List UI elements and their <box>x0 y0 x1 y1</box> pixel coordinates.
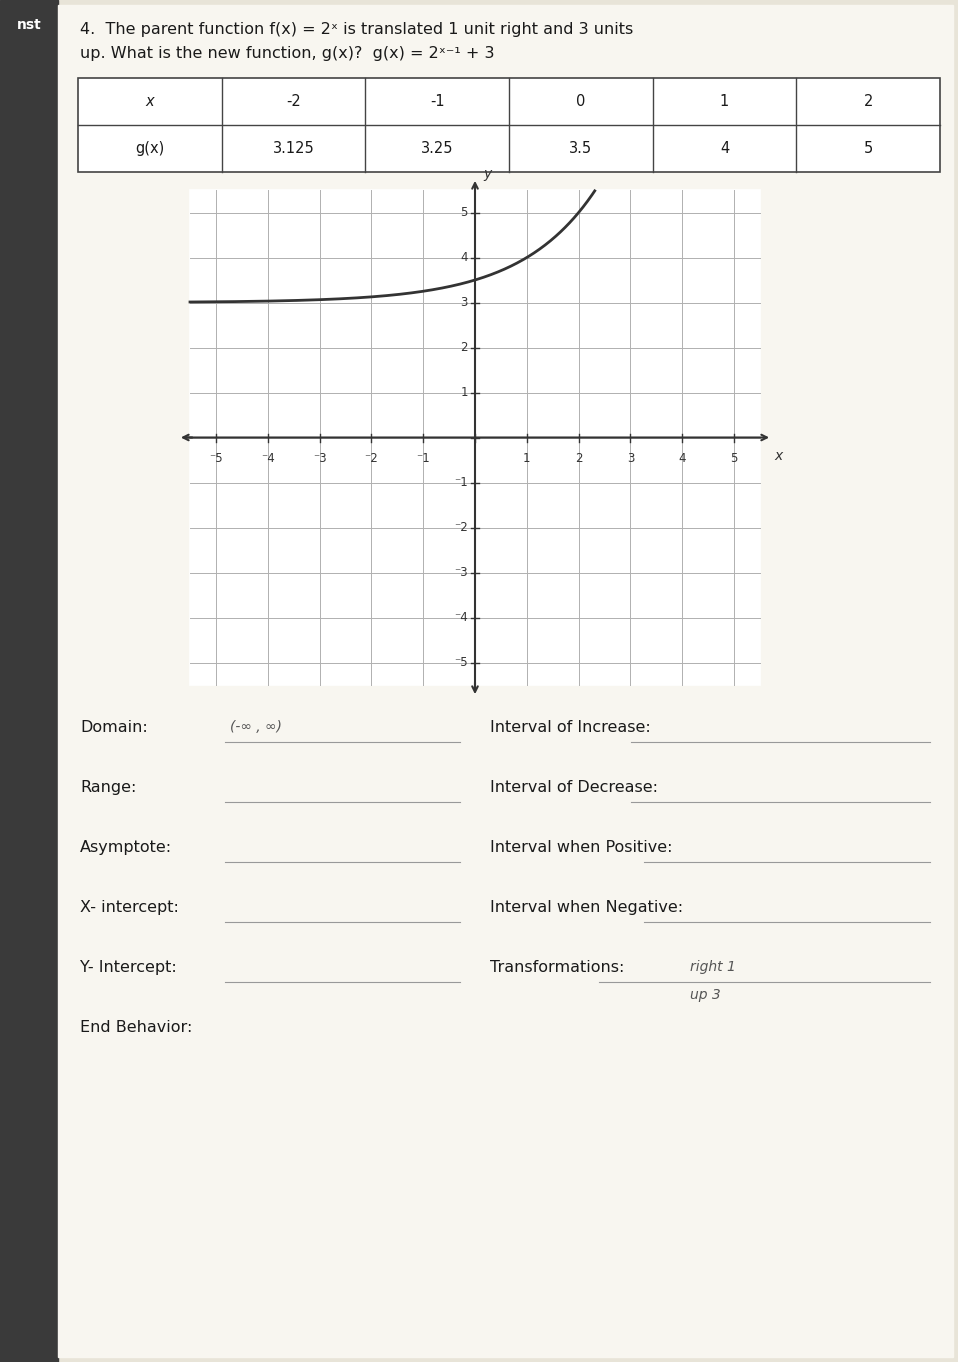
Text: Range:: Range: <box>80 780 136 795</box>
Text: End Behavior:: End Behavior: <box>80 1020 193 1035</box>
Text: Domain:: Domain: <box>80 720 148 735</box>
Text: 3: 3 <box>627 451 634 464</box>
Text: ⁻1: ⁻1 <box>454 475 468 489</box>
Bar <box>0 0 58 1362</box>
Text: 2: 2 <box>461 340 468 354</box>
Text: 5: 5 <box>730 451 738 464</box>
Text: ⁻3: ⁻3 <box>312 451 327 464</box>
Text: 4.  The parent function f(x) = 2ˣ is translated 1 unit right and 3 units: 4. The parent function f(x) = 2ˣ is tran… <box>80 22 633 37</box>
Text: 3.5: 3.5 <box>569 142 592 157</box>
Text: Y- Intercept:: Y- Intercept: <box>80 960 176 975</box>
Text: 2: 2 <box>863 94 873 109</box>
Text: ⁻5: ⁻5 <box>454 656 468 669</box>
Text: ⁻4: ⁻4 <box>261 451 275 464</box>
Text: Interval of Decrease:: Interval of Decrease: <box>490 780 658 795</box>
Text: 0: 0 <box>576 94 585 109</box>
Text: x: x <box>146 94 154 109</box>
Text: 1: 1 <box>719 94 729 109</box>
Text: 4: 4 <box>678 451 686 464</box>
Text: y: y <box>483 168 491 181</box>
Text: X- intercept:: X- intercept: <box>80 900 179 915</box>
Text: 3: 3 <box>461 296 468 309</box>
Bar <box>190 191 760 685</box>
Text: up. What is the new function, g(x)?  g(x) = 2ˣ⁻¹ + 3: up. What is the new function, g(x)? g(x)… <box>80 46 494 61</box>
Text: 3.25: 3.25 <box>421 142 453 157</box>
Text: 1: 1 <box>461 385 468 399</box>
Text: -2: -2 <box>286 94 301 109</box>
Text: ⁻1: ⁻1 <box>417 451 430 464</box>
Text: 4: 4 <box>461 251 468 264</box>
Text: 1: 1 <box>523 451 531 464</box>
Text: Transformations:: Transformations: <box>490 960 625 975</box>
Text: right 1: right 1 <box>690 960 736 974</box>
Text: ⁻2: ⁻2 <box>454 522 468 534</box>
Text: ⁻2: ⁻2 <box>364 451 378 464</box>
Bar <box>78 78 940 172</box>
Text: Interval of Increase:: Interval of Increase: <box>490 720 650 735</box>
Text: Asymptote:: Asymptote: <box>80 840 172 855</box>
Text: Interval when Negative:: Interval when Negative: <box>490 900 683 915</box>
Text: Interval when Positive:: Interval when Positive: <box>490 840 673 855</box>
Text: 4: 4 <box>719 142 729 157</box>
Text: 5: 5 <box>863 142 873 157</box>
Text: 5: 5 <box>461 206 468 219</box>
Text: ⁻5: ⁻5 <box>209 451 222 464</box>
Text: -1: -1 <box>430 94 445 109</box>
Text: ⁻4: ⁻4 <box>454 612 468 624</box>
Text: x: x <box>774 449 782 463</box>
Text: (-∞ , ∞): (-∞ , ∞) <box>230 720 282 734</box>
Text: up 3: up 3 <box>690 987 720 1002</box>
Text: g(x): g(x) <box>135 142 165 157</box>
Text: nst: nst <box>16 18 41 31</box>
Text: 3.125: 3.125 <box>273 142 314 157</box>
Text: ⁻3: ⁻3 <box>454 567 468 579</box>
Text: 2: 2 <box>575 451 582 464</box>
